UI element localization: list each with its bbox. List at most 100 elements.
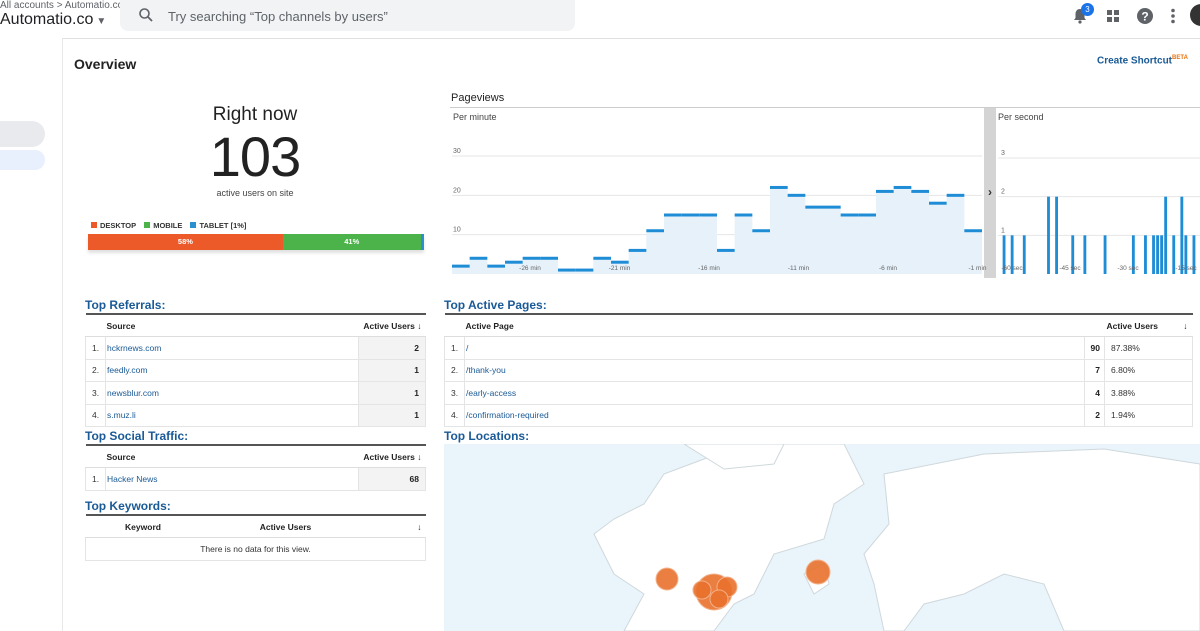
- social-source-link[interactable]: Hacker News: [105, 467, 359, 491]
- page-link[interactable]: /thank-you: [464, 358, 1085, 382]
- table-header: Source Active Users ↓: [85, 313, 426, 337]
- breadcrumb[interactable]: All accounts > Automatio.co: [0, 0, 124, 11]
- avatar[interactable]: [1190, 4, 1200, 26]
- sort-down-icon[interactable]: ↓: [417, 451, 422, 462]
- active-users-value: 4: [1084, 381, 1105, 405]
- location-marker[interactable]: [655, 567, 679, 591]
- pageviews-minute-step: [540, 256, 558, 260]
- x-tick-label: -16 min: [698, 265, 720, 272]
- pageviews-minute-step: [628, 248, 647, 252]
- top-social-title: Top Social Traffic:: [85, 429, 189, 443]
- pageviews-second-bar: [1160, 235, 1164, 274]
- apps-grid-icon[interactable]: [1103, 6, 1123, 26]
- location-marker[interactable]: [692, 580, 712, 600]
- pageviews-second-bar: [1152, 235, 1155, 274]
- active-users-percent: 87.38%: [1104, 336, 1193, 360]
- top-pages-table: Active Page Active Users ↓ 1./90 87.38% 2…: [444, 313, 1193, 427]
- pageviews-minute-step: [469, 256, 488, 260]
- map-landmass-north-america: [593, 444, 865, 631]
- chart-expand-arrow-icon[interactable]: ›: [988, 185, 992, 199]
- pageviews-minute-step: [505, 260, 523, 264]
- pageviews-minute-step: [664, 213, 682, 217]
- page-link[interactable]: /: [464, 336, 1085, 360]
- page-link[interactable]: /early-access: [464, 381, 1085, 405]
- device-bar-mobile[interactable]: 41%: [282, 234, 421, 250]
- row-number: 3.: [85, 381, 106, 405]
- referral-source-link[interactable]: s.muz.li: [105, 403, 359, 427]
- pageviews-minute-step: [823, 205, 841, 209]
- col-active-users[interactable]: Active Users: [200, 514, 371, 538]
- pageviews-minute-step: [893, 185, 912, 189]
- search-icon: [139, 8, 153, 22]
- row-number: 1.: [85, 336, 106, 360]
- table-row[interactable]: 3. newsblur.com 1: [85, 381, 426, 405]
- col-keyword[interactable]: Keyword: [85, 514, 201, 538]
- account-selector[interactable]: Automatio.co ▼: [0, 11, 106, 29]
- world-map-svg: [593, 444, 1200, 631]
- table-row[interactable]: 4. s.muz.li 1: [85, 403, 426, 427]
- col-source[interactable]: Source: [105, 313, 359, 337]
- pageviews-minute-step: [911, 189, 929, 193]
- table-row[interactable]: 2. feedly.com 1: [85, 358, 426, 382]
- chart-divider[interactable]: [984, 108, 996, 278]
- pageviews-minute-step: [964, 229, 982, 233]
- row-number: 3.: [444, 381, 465, 405]
- sort-down-icon[interactable]: ↓: [417, 320, 422, 331]
- col-active-users[interactable]: Active Users ↓: [358, 313, 426, 337]
- row-number: 1.: [444, 336, 465, 360]
- active-users-value: 68: [358, 467, 426, 491]
- sort-down-icon[interactable]: ↓: [1183, 320, 1188, 331]
- pageviews-minute-step: [717, 248, 735, 252]
- header-spacer: [85, 444, 106, 468]
- active-users-percent: 3.88%: [1104, 381, 1193, 405]
- nav-item-active[interactable]: [0, 121, 45, 147]
- device-bar-tablet[interactable]: [420, 234, 424, 250]
- device-bar-desktop[interactable]: 58%: [88, 234, 283, 250]
- x-tick-label: -45 sec: [1059, 265, 1081, 272]
- pageviews-minute-step: [575, 268, 594, 272]
- col-active-page[interactable]: Active Page: [464, 313, 1085, 337]
- page-link[interactable]: /confirmation-required: [464, 403, 1085, 427]
- active-users-sublabel: active users on site: [216, 188, 294, 198]
- pageviews-second-bar: [1103, 235, 1107, 274]
- pageviews-second-bar: [1164, 196, 1168, 274]
- legend-swatch: [91, 222, 97, 228]
- sort-down-icon[interactable]: ↓: [370, 514, 426, 538]
- row-number: 1.: [85, 467, 106, 491]
- top-keywords-table: Keyword Active Users ↓ There is no data …: [85, 514, 426, 561]
- nav-item-selected[interactable]: [0, 150, 45, 170]
- x-tick-label: -26 min: [519, 265, 541, 272]
- y-tick-label: 20: [453, 187, 461, 194]
- pageviews-minute-step: [752, 229, 770, 233]
- location-marker[interactable]: [709, 589, 729, 609]
- pageviews-second-bar: [1010, 235, 1014, 274]
- col-active-users[interactable]: Active Users ↓: [358, 444, 426, 468]
- table-row[interactable]: 3./early-access 4 3.88%: [444, 381, 1193, 405]
- col-active-users-label: Active Users: [363, 451, 415, 462]
- pageviews-minute-step: [611, 260, 629, 264]
- col-source[interactable]: Source: [105, 444, 359, 468]
- table-row[interactable]: 1. hckrnews.com 2: [85, 336, 426, 360]
- pageviews-minute-step: [840, 213, 859, 217]
- top-pages-title: Top Active Pages:: [444, 298, 547, 312]
- help-icon[interactable]: ?: [1135, 6, 1155, 26]
- referral-source-link[interactable]: feedly.com: [105, 358, 359, 382]
- table-row[interactable]: 2./thank-you 7 6.80%: [444, 358, 1193, 382]
- more-vert-icon[interactable]: [1163, 6, 1183, 26]
- locations-map[interactable]: [444, 444, 1200, 631]
- referral-source-link[interactable]: hckrnews.com: [105, 336, 359, 360]
- table-row[interactable]: 4./confirmation-required 2 1.94%: [444, 403, 1193, 427]
- create-shortcut-label: Create Shortcut: [1097, 55, 1173, 67]
- create-shortcut-link[interactable]: Create ShortcutBETA: [1097, 55, 1188, 66]
- pageviews-minute-step: [770, 185, 788, 189]
- table-row[interactable]: 1./90 87.38%: [444, 336, 1193, 360]
- search-bar[interactable]: [120, 0, 575, 31]
- col-active-users[interactable]: Active Users ↓: [1104, 313, 1193, 337]
- row-number: 2.: [85, 358, 106, 382]
- referral-source-link[interactable]: newsblur.com: [105, 381, 359, 405]
- beta-badge: BETA: [1172, 55, 1188, 61]
- location-marker[interactable]: [805, 559, 831, 585]
- search-input[interactable]: [166, 5, 560, 27]
- table-row[interactable]: 1. Hacker News 68: [85, 467, 426, 491]
- header-spacer: [85, 313, 106, 337]
